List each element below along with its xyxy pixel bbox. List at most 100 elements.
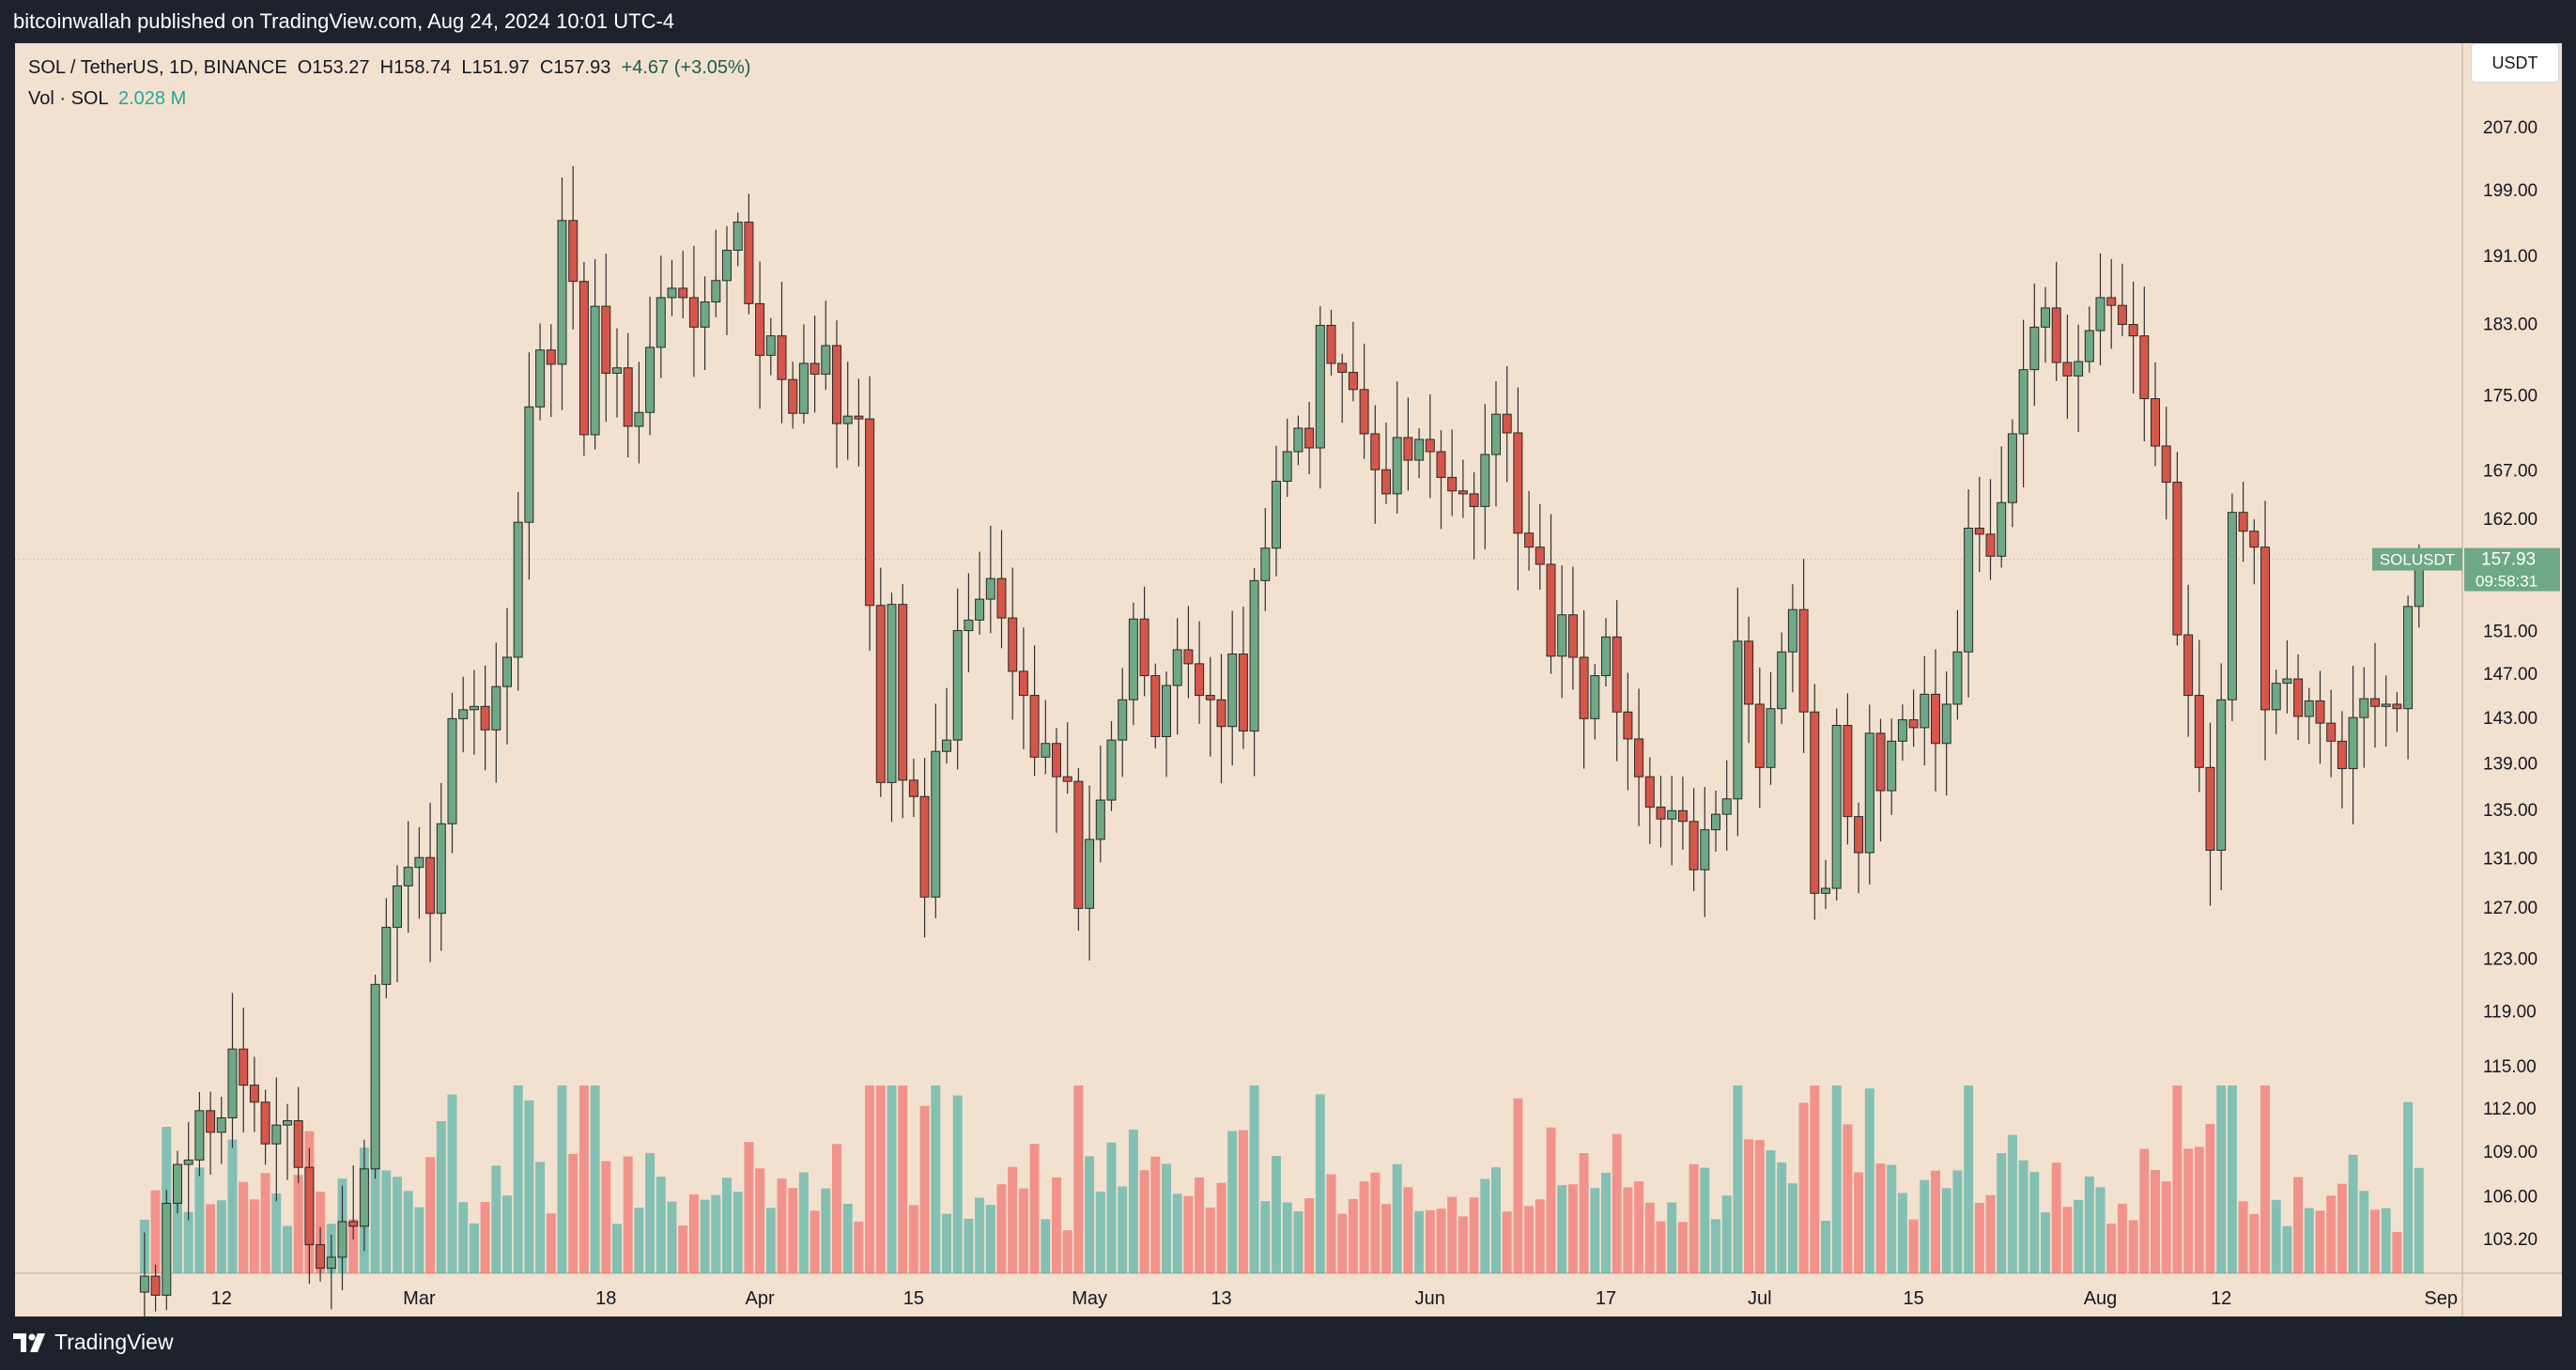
volume-bar: [2282, 1225, 2292, 1273]
volume-bar: [1041, 1219, 1051, 1273]
time-tick-label: 12: [211, 1288, 232, 1309]
volume-bar: [535, 1162, 546, 1273]
candlestick-chart[interactable]: 103.20 106.00 109.00 112.00 115.00 119.00 123.…: [15, 43, 2562, 1316]
candle: [2172, 482, 2183, 636]
candle: [1612, 636, 1622, 713]
volume-bar: [557, 1085, 567, 1273]
volume-bar: [1392, 1163, 1402, 1273]
volume-bar: [942, 1213, 951, 1273]
volume-bar: [975, 1197, 985, 1273]
volume-bar: [1029, 1144, 1040, 1273]
tradingview-logo[interactable]: TradingView: [13, 1330, 174, 1355]
candle: [744, 222, 754, 304]
candle: [293, 1120, 303, 1168]
volume-bar: [1744, 1139, 1754, 1273]
volume-bar: [2326, 1195, 2337, 1273]
candle: [865, 418, 875, 607]
currency-unit-button[interactable]: USDT: [2471, 43, 2559, 83]
candle: [1469, 493, 1479, 507]
candle: [1798, 608, 1809, 713]
candle: [1733, 640, 1743, 800]
volume-bar: [1931, 1170, 1940, 1273]
volume-bar: [964, 1218, 974, 1273]
volume-bar: [722, 1178, 732, 1273]
candle: [996, 577, 1007, 619]
candle: [1073, 780, 1084, 909]
chart-pane[interactable]: 103.20 106.00 109.00 112.00 115.00 119.00 123.…: [15, 43, 2562, 1316]
volume-bar: [194, 1167, 205, 1273]
candle: [359, 1168, 369, 1227]
candle: [1787, 608, 1797, 653]
volume-bar: [590, 1085, 600, 1273]
volume-bar: [260, 1173, 270, 1273]
candle: [2095, 297, 2106, 331]
candle: [1359, 389, 1369, 435]
candle: [1700, 829, 1710, 870]
symbol-title[interactable]: SOL / TetherUS, 1D, BINANCE: [28, 57, 287, 78]
candle: [1249, 579, 1259, 732]
volume-bar: [1447, 1196, 1458, 1273]
price-tick-label: 112.00: [2483, 1100, 2537, 1119]
volume-bar: [1458, 1216, 1468, 1273]
candle: [2403, 606, 2414, 710]
candle: [1403, 437, 1413, 461]
volume-label[interactable]: Vol · SOL: [28, 88, 108, 109]
candle: [1216, 699, 1226, 728]
volume-bar: [2315, 1210, 2325, 1273]
candle: [227, 1048, 238, 1118]
volume-bar: [239, 1181, 249, 1273]
candle: [348, 1221, 359, 1227]
candle: [1974, 527, 1984, 535]
candle: [2041, 307, 2050, 328]
countdown-label: 09:58:31: [2476, 573, 2537, 591]
volume-bar: [798, 1172, 809, 1273]
volume-bar: [1359, 1181, 1369, 1273]
volume-bar: [216, 1200, 226, 1273]
volume-bar: [788, 1188, 798, 1273]
volume-bar: [2106, 1224, 2117, 1273]
candle: [1567, 614, 1578, 658]
candle: [1491, 413, 1501, 455]
candle: [1821, 887, 1830, 894]
volume-bar: [1733, 1085, 1743, 1273]
volume-bar: [612, 1224, 622, 1273]
candle: [2018, 369, 2028, 435]
candle: [1095, 799, 1105, 840]
volume-bar: [1821, 1221, 1830, 1273]
volume-bar: [985, 1204, 995, 1273]
candle: [887, 604, 897, 783]
candle: [2007, 433, 2017, 503]
candle: [2117, 304, 2127, 326]
candle: [1557, 614, 1567, 657]
candle: [722, 250, 732, 282]
candle: [810, 362, 820, 375]
volume-bar: [1370, 1172, 1381, 1273]
candle: [623, 367, 633, 427]
candle: [1348, 372, 1358, 391]
time-tick-label: Jun: [1415, 1288, 1445, 1309]
volume-bar: [447, 1094, 457, 1273]
volume-bar: [1491, 1167, 1501, 1273]
candle: [1689, 821, 1699, 870]
candle: [2337, 740, 2347, 770]
volume-bar: [1579, 1153, 1589, 1273]
candle: [458, 709, 469, 719]
candle: [381, 927, 392, 985]
volume-bar: [1908, 1219, 1919, 1273]
candle: [1721, 798, 1732, 815]
volume-bar: [1085, 1156, 1095, 1273]
candle: [535, 349, 546, 408]
candle: [557, 220, 567, 365]
candle: [1392, 437, 1402, 495]
volume-bar: [1754, 1140, 1765, 1273]
volume-bar: [875, 1085, 886, 1273]
volume-bar: [1557, 1185, 1567, 1273]
volume-bar: [1787, 1183, 1797, 1273]
volume-bar: [1997, 1153, 2007, 1273]
volume-bar: [2216, 1085, 2227, 1273]
candle: [2227, 512, 2237, 700]
volume-bar: [1513, 1098, 1523, 1273]
volume-bar: [1216, 1182, 1226, 1273]
volume-bar: [2051, 1162, 2061, 1273]
candle: [2326, 722, 2337, 742]
